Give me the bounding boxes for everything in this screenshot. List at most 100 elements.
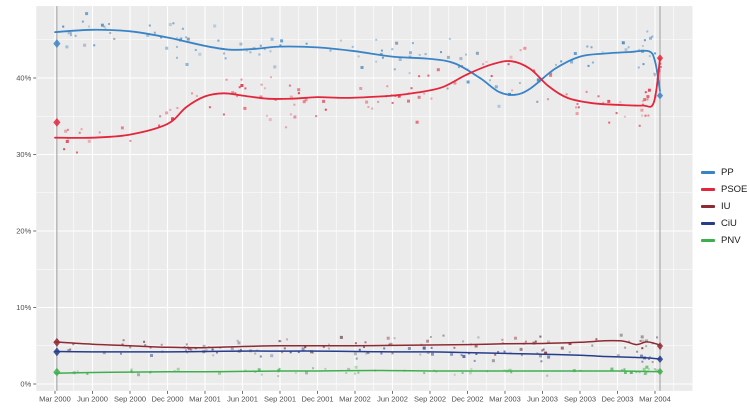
poll-point-pp (198, 52, 202, 56)
poll-point-pp (591, 61, 594, 64)
poll-point-psoe (482, 63, 485, 66)
poll-point-psoe (288, 84, 291, 87)
legend-label: CiU (721, 217, 737, 229)
poll-point-psoe (243, 106, 247, 110)
poll-point-ciu (431, 352, 434, 356)
poll-point-iu (72, 343, 75, 346)
legend-label: PNV (721, 234, 741, 246)
poll-point-pp (280, 39, 284, 43)
poll-point-psoe (407, 99, 410, 103)
poll-point-pp (446, 87, 449, 90)
poll-point-psoe (597, 95, 600, 98)
poll-point-pp (418, 53, 421, 56)
poll-point-psoe (240, 84, 244, 87)
poll-point-pp (357, 55, 360, 58)
x-tick-label: Sep 2001 (264, 394, 296, 403)
poll-point-psoe (87, 139, 91, 143)
poll-point-iu (204, 349, 208, 353)
y-tick-label: 10% (16, 303, 31, 312)
poll-point-psoe (430, 97, 433, 100)
poll-point-pnv (76, 370, 79, 373)
poll-point-pp (643, 39, 646, 42)
poll-point-psoe (260, 83, 263, 86)
x-tick-label: Mar 2002 (339, 394, 371, 403)
poll-point-psoe (511, 89, 514, 92)
poll-point-pp (398, 58, 402, 61)
poll-point-psoe (646, 98, 649, 101)
poll-point-psoe (490, 75, 493, 78)
poll-point-ciu (648, 356, 651, 358)
x-tick-label: Mar 2000 (39, 394, 71, 403)
poll-point-pp (536, 78, 540, 82)
poll-point-pp (624, 48, 628, 52)
poll-point-pp (239, 42, 243, 46)
poll-point-psoe (222, 113, 225, 116)
poll-point-psoe (646, 95, 650, 99)
poll-point-pp (165, 46, 169, 50)
poll-point-ciu (503, 350, 506, 353)
poll-point-pp (518, 82, 521, 84)
poll-point-psoe (585, 90, 588, 93)
poll-point-ciu (358, 348, 361, 351)
poll-point-psoe (236, 95, 239, 98)
poll-point-iu (149, 346, 152, 349)
poll-point-psoe (641, 100, 644, 103)
x-tick-label: Sep 2002 (414, 394, 446, 403)
poll-point-pp (409, 51, 412, 55)
poll-point-pnv (643, 373, 646, 376)
poll-point-iu (514, 336, 517, 340)
poll-point-iu (202, 344, 206, 348)
poll-point-ciu (419, 353, 422, 356)
poll-point-psoe (171, 117, 174, 121)
poll-point-psoe (129, 139, 132, 142)
poll-point-pp (249, 51, 252, 54)
poll-point-psoe (417, 95, 421, 99)
poll-point-pp (380, 49, 383, 52)
poll-point-iu (129, 346, 132, 349)
poll-point-psoe (195, 95, 198, 97)
poll-point-psoe (377, 100, 380, 103)
poll-point-iu (212, 354, 215, 357)
poll-point-ciu (297, 351, 300, 354)
poll-point-pp (270, 37, 274, 41)
poll-point-pp (457, 66, 460, 69)
poll-point-pp (213, 24, 217, 28)
x-tick-label: Mar 2003 (489, 394, 521, 403)
poll-point-iu (462, 340, 464, 343)
poll-point-pnv (621, 369, 623, 372)
poll-point-pp (103, 25, 106, 28)
poll-point-ciu (102, 351, 106, 355)
poll-point-ciu (520, 354, 523, 357)
poll-point-psoe (509, 55, 513, 59)
poll-point-psoe (641, 114, 644, 117)
poll-point-psoe (274, 99, 277, 101)
poll-point-pnv (423, 372, 426, 375)
poll-point-pp (109, 32, 112, 34)
poll-point-pp (621, 41, 625, 45)
poll-point-pp (601, 51, 604, 54)
poll-point-pnv (130, 368, 133, 371)
poll-point-ciu (230, 347, 234, 351)
poll-point-pp (649, 36, 652, 40)
poll-point-iu (144, 344, 147, 347)
poll-point-psoe (397, 94, 401, 98)
poll-point-iu (524, 340, 527, 343)
poll-point-iu (619, 333, 623, 337)
poll-point-psoe (386, 85, 389, 88)
poll-point-psoe (297, 88, 301, 92)
poll-point-ciu (259, 355, 262, 358)
poll-point-psoe (507, 63, 510, 66)
poll-point-psoe (268, 118, 272, 122)
poll-point-psoe (265, 114, 268, 117)
poll-point-psoe (485, 60, 488, 63)
poll-point-pp (654, 52, 657, 55)
poll-point-psoe (225, 78, 228, 81)
poll-point-ciu (540, 360, 543, 363)
poll-point-pp (273, 65, 277, 69)
poll-point-pp (263, 48, 266, 51)
poll-point-ciu (542, 348, 545, 351)
poll-point-pnv (610, 367, 614, 371)
poll-point-iu (477, 336, 480, 339)
poll-point-psoe (644, 114, 647, 117)
poll-point-ciu (430, 346, 433, 349)
